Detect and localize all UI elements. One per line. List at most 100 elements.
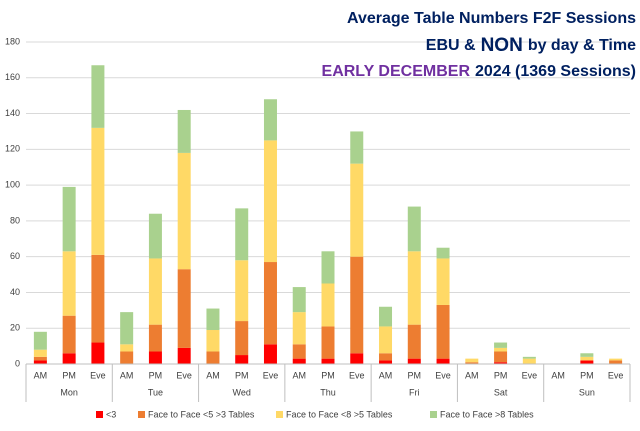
x-tick-label: AM — [379, 370, 393, 380]
title-part: EARLY DECEMBER — [322, 63, 471, 80]
group-label: Sun — [579, 387, 595, 397]
bar-segment — [33, 356, 47, 361]
bar-segment — [120, 344, 134, 352]
group-label: Tue — [148, 387, 163, 397]
legend-label: Face to Face <5 >3 Tables — [148, 409, 255, 419]
bar-segment — [321, 251, 335, 284]
bar-segment — [436, 358, 450, 364]
bar-segment — [120, 312, 134, 345]
x-tick-label: AM — [120, 370, 134, 380]
bar-segment — [580, 360, 594, 364]
bar-segment — [33, 331, 47, 350]
bar-segment — [235, 321, 249, 356]
bar-segment — [91, 254, 105, 343]
x-tick-label: PM — [408, 370, 422, 380]
bar-segment — [580, 356, 594, 361]
bar-segment — [407, 324, 421, 359]
bar-segment — [62, 353, 76, 364]
group-label: Thu — [320, 387, 336, 397]
bar-segment — [91, 65, 105, 128]
chart-title: EBU & NON by day & Time — [426, 35, 636, 56]
x-tick-label: Eve — [435, 370, 451, 380]
bar-segment — [609, 358, 623, 361]
bar-segment — [436, 258, 450, 305]
y-tick-label: 160 — [5, 72, 20, 82]
y-tick-label: 20 — [10, 323, 20, 333]
bar-segment — [206, 351, 220, 364]
y-tick-label: 140 — [5, 108, 20, 118]
bar-segment — [91, 127, 105, 255]
bar-segment — [350, 256, 364, 354]
bar-segment — [465, 362, 479, 364]
chart-title: EARLY DECEMBER 2024 (1369 Sessions) — [322, 63, 636, 80]
x-tick-label: PM — [235, 370, 249, 380]
title-part: 2024 (1369 Sessions) — [475, 63, 636, 80]
x-tick-label: Eve — [90, 370, 106, 380]
legend-swatch — [138, 411, 145, 418]
bar-segment — [263, 344, 277, 364]
x-tick-label: Eve — [176, 370, 192, 380]
bar-segment — [379, 353, 393, 361]
x-tick-label: AM — [34, 370, 48, 380]
bar-segment — [407, 358, 421, 364]
title-part: EBU & — [426, 37, 476, 54]
bar-segment — [177, 152, 191, 270]
legend-swatch — [430, 411, 437, 418]
x-tick-label: Eve — [263, 370, 279, 380]
x-tick-label: AM — [465, 370, 479, 380]
y-tick-label: 180 — [5, 36, 20, 46]
bar-segment — [465, 358, 479, 363]
bar-segment — [62, 251, 76, 316]
bar-segment — [206, 330, 220, 352]
bar-segment — [292, 358, 306, 364]
legend-label: Face to Face <8 >5 Tables — [286, 409, 393, 419]
bar-segment — [407, 251, 421, 325]
bar-segment — [292, 312, 306, 345]
group-label: Wed — [233, 387, 251, 397]
bar-segment — [494, 362, 508, 364]
x-tick-label: AM — [206, 370, 220, 380]
bar-segment — [33, 360, 47, 364]
y-tick-label: 120 — [5, 144, 20, 154]
legend-label: Face to Face >8 Tables — [440, 409, 534, 419]
bar-segment — [148, 213, 162, 259]
x-tick-label: PM — [494, 370, 508, 380]
bar-segment — [350, 163, 364, 257]
bar-segment — [436, 304, 450, 359]
bar-segment — [120, 351, 134, 364]
bar-segment — [148, 324, 162, 352]
bar-segment — [91, 342, 105, 364]
legend-swatch — [96, 411, 103, 418]
x-tick-label: AM — [551, 370, 565, 380]
y-tick-label: 60 — [10, 251, 20, 261]
bar-segment — [263, 99, 277, 141]
bar-segment — [62, 315, 76, 354]
bar-segment — [494, 342, 508, 348]
x-tick-label: PM — [149, 370, 163, 380]
bar-segment — [609, 360, 623, 364]
bar-segment — [62, 186, 76, 252]
bar-segment — [148, 258, 162, 325]
bar-segment — [379, 360, 393, 364]
bar-segment — [522, 358, 536, 364]
bar-segment — [350, 353, 364, 364]
title-part: NON — [481, 35, 523, 56]
x-tick-label: PM — [62, 370, 76, 380]
bar-segment — [292, 287, 306, 313]
bar-segment — [379, 306, 393, 327]
x-tick-label: PM — [321, 370, 335, 380]
bar-segment — [321, 326, 335, 359]
bar-segment — [494, 351, 508, 363]
title-part: Average Table Numbers F2F Sessions — [347, 10, 636, 27]
y-tick-label: 100 — [5, 179, 20, 189]
group-label: Sat — [494, 387, 508, 397]
bar-segment — [580, 353, 594, 357]
legend-swatch — [276, 411, 283, 418]
bar-segment — [321, 358, 335, 364]
y-tick-label: 40 — [10, 287, 20, 297]
bar-segment — [350, 131, 364, 164]
chart-title: Average Table Numbers F2F Sessions — [347, 10, 636, 27]
group-label: Mon — [60, 387, 78, 397]
bar-segment — [33, 349, 47, 357]
x-tick-label: PM — [580, 370, 594, 380]
